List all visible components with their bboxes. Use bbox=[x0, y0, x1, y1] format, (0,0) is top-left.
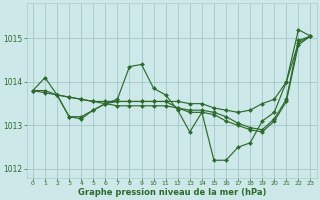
X-axis label: Graphe pression niveau de la mer (hPa): Graphe pression niveau de la mer (hPa) bbox=[77, 188, 266, 197]
